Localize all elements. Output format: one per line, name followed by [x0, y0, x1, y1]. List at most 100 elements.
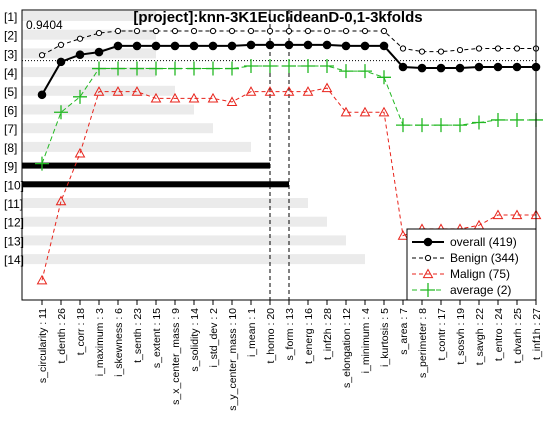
point-overall — [493, 62, 503, 72]
x-tick-label: i_kurtosis : 5 — [379, 308, 391, 367]
x-tick-label: t_homo : 20 — [265, 308, 277, 364]
legend-marker-benign — [424, 254, 432, 262]
row-label: [6] — [4, 104, 17, 118]
point-malign — [93, 86, 105, 96]
legend-marker-overall — [423, 237, 433, 247]
x-tick-label: t_denth : 26 — [56, 308, 68, 364]
point-average — [225, 61, 239, 76]
series-overall — [37, 40, 541, 100]
point-benign — [342, 27, 350, 35]
background-bar — [22, 67, 156, 78]
background-bar — [22, 141, 251, 152]
x-tick-label: t_entro : 24 — [493, 308, 505, 361]
point-average — [92, 61, 106, 76]
point-malign — [397, 230, 409, 240]
x-tick-label: s_extent : 15 — [151, 308, 163, 368]
row-label: [4] — [4, 66, 17, 80]
point-overall — [151, 41, 161, 51]
x-tick-label: t_contr : 17 — [436, 308, 448, 361]
background-bar — [22, 29, 156, 40]
point-benign — [304, 27, 312, 35]
legend-marker-average — [421, 283, 435, 297]
x-tick-label: t_dvarh : 25 — [512, 308, 524, 364]
row-label: [1] — [4, 10, 17, 24]
point-malign — [245, 86, 257, 96]
point-benign — [361, 27, 369, 35]
point-overall — [75, 50, 85, 59]
row-label: [8] — [4, 141, 17, 155]
point-benign — [494, 45, 502, 52]
legend: overall (419) Benign (344) Malign (75) aver… — [406, 228, 537, 301]
point-average — [301, 58, 315, 73]
point-malign — [112, 86, 124, 96]
x-tick-label: s_form : 13 — [284, 308, 296, 361]
point-average — [187, 61, 201, 76]
point-benign — [95, 29, 103, 37]
row-label: [14] — [4, 253, 24, 267]
x-tick-label: s_x_center_mass : 9 — [170, 308, 182, 405]
point-average — [358, 64, 372, 79]
row-label: [5] — [4, 85, 17, 99]
point-malign — [492, 209, 504, 220]
point-overall — [208, 41, 218, 51]
point-overall — [284, 40, 294, 50]
point-overall — [303, 40, 313, 50]
legend-label-overall: overall (419) — [450, 235, 517, 249]
point-overall — [94, 47, 104, 57]
point-average — [510, 112, 524, 127]
annotation-value: 0.9404 — [26, 18, 63, 32]
point-benign — [399, 45, 407, 52]
point-benign — [380, 27, 388, 35]
row-label: [2] — [4, 29, 17, 43]
point-benign — [513, 45, 521, 52]
legend-label-malign: Malign (75) — [450, 267, 510, 281]
point-average — [130, 61, 144, 76]
point-malign — [150, 92, 162, 103]
point-overall — [132, 41, 142, 51]
x-tick-label: t_savgh : 22 — [474, 308, 486, 365]
point-average — [320, 58, 334, 73]
row-label: [12] — [4, 216, 24, 230]
x-tick-label: t_energ : 16 — [303, 308, 315, 364]
plot-frame — [21, 9, 537, 301]
point-malign — [188, 92, 200, 103]
point-malign — [131, 86, 143, 96]
series-average — [35, 58, 543, 171]
x-tick-label: s_elongation : 12 — [341, 308, 353, 388]
point-overall — [398, 62, 408, 72]
point-benign — [114, 27, 122, 35]
point-average — [111, 61, 125, 76]
point-average — [377, 70, 391, 85]
point-overall — [265, 40, 275, 50]
point-benign — [38, 52, 46, 59]
point-overall — [170, 41, 180, 51]
point-average — [396, 118, 410, 133]
x-tick-label: s_y_center_mass : 10 — [227, 308, 239, 411]
point-average — [244, 58, 258, 73]
legend-marker-malign — [422, 268, 434, 279]
x-tick-label: i_skewness : 6 — [113, 308, 125, 377]
row-labels: [1] [2] [3] [4] [5] [6] [7] [8] [9] [10] [11] [12] [… — [4, 10, 24, 267]
background-bar — [22, 123, 213, 134]
point-overall — [246, 40, 256, 50]
row-label: [11] — [4, 197, 23, 211]
point-benign — [475, 45, 483, 52]
legend-label-benign: Benign (344) — [450, 251, 519, 265]
x-tick-label: t_corr : 18 — [75, 308, 87, 355]
point-overall — [113, 41, 123, 51]
point-benign — [456, 46, 464, 54]
point-average — [282, 58, 296, 73]
point-overall — [322, 40, 332, 50]
series-line-benign — [41, 30, 536, 56]
point-malign — [511, 209, 523, 220]
point-overall — [417, 63, 427, 73]
point-benign — [418, 48, 426, 55]
point-average — [434, 118, 448, 133]
x-tick-label: i_maximum : 3 — [94, 308, 106, 376]
background-bar — [22, 216, 327, 227]
point-benign — [228, 27, 236, 35]
point-overall — [360, 41, 370, 51]
row-label: [7] — [4, 122, 17, 136]
x-axis: s_circularity : 11 t_denth : 26 t_corr : 1… — [37, 300, 543, 411]
